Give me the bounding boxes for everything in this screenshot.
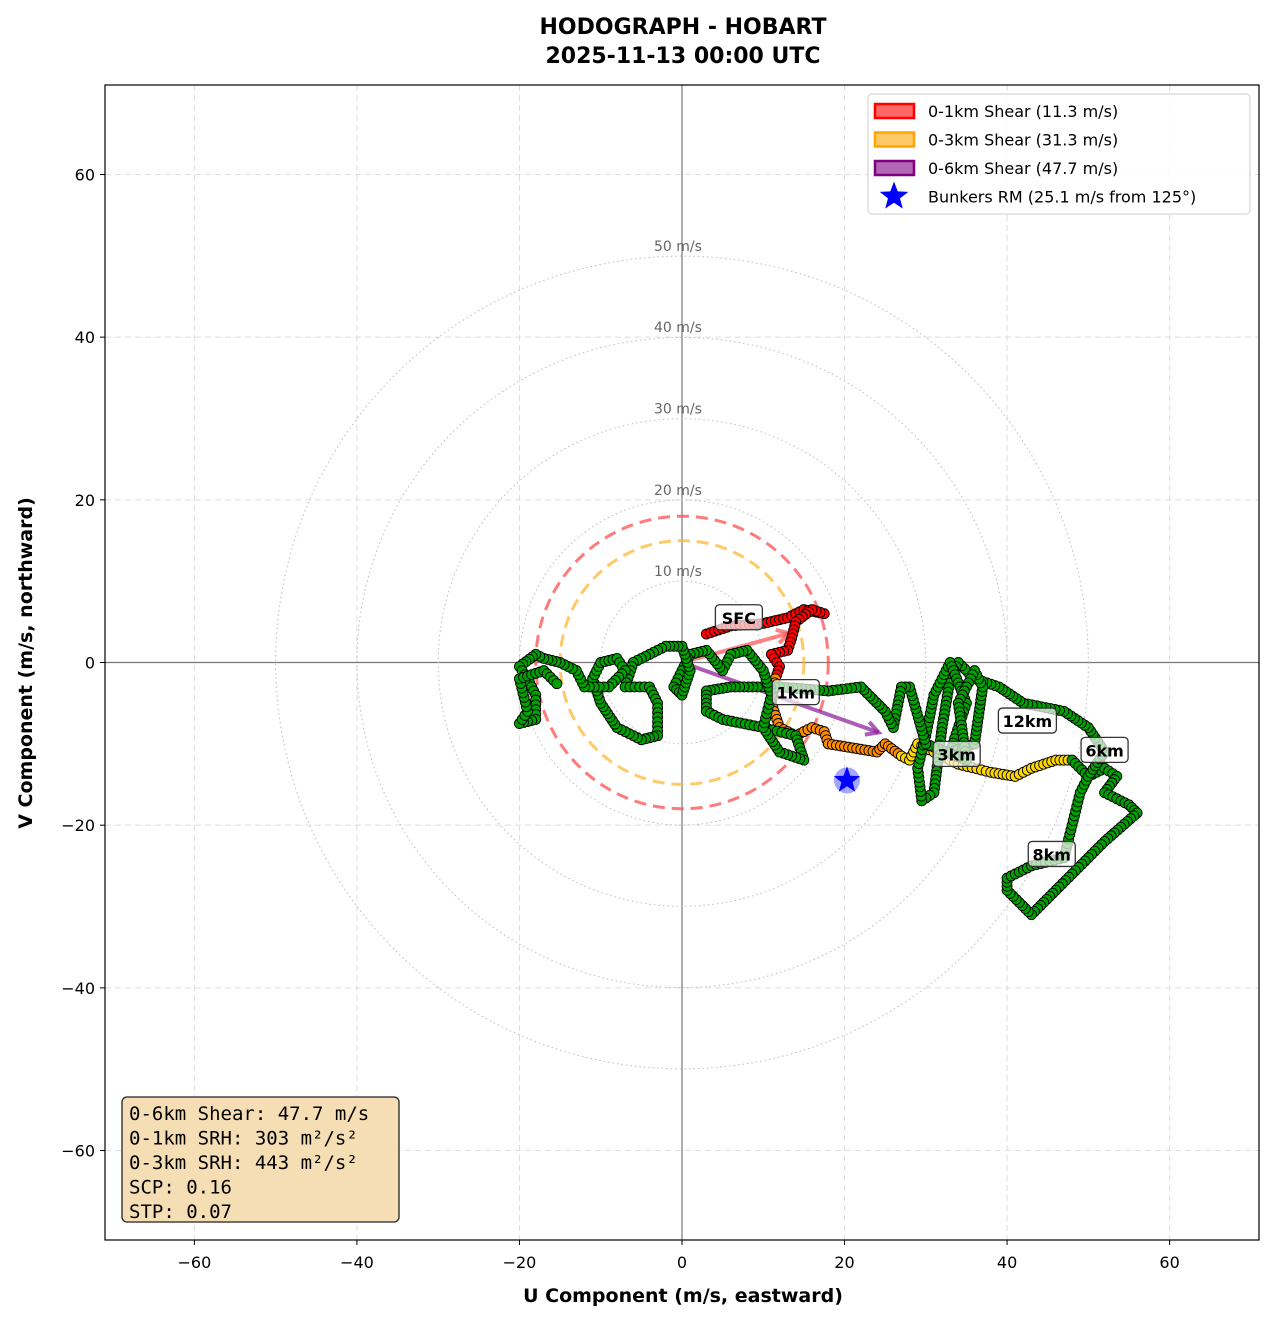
legend-swatch	[873, 102, 916, 120]
y-tick-label: 0	[85, 654, 95, 673]
legend: 0-1km Shear (11.3 m/s) 0-3km Shear (31.3 …	[867, 93, 1251, 215]
legend-box	[867, 93, 1251, 215]
legend-swatch	[873, 159, 916, 177]
speed-ring	[356, 336, 1008, 989]
stats-box: 0-6km Shear: 47.7 m/s 0-1km SRH: 303 m²/s…	[121, 1096, 400, 1223]
x-tick-label: −40	[340, 1253, 374, 1272]
legend-swatch	[873, 131, 916, 148]
speed-ring	[275, 255, 1089, 1070]
chart-title: HODOGRAPH - HOBART	[540, 15, 827, 40]
height-label: 12km	[1003, 712, 1053, 731]
x-tick-label: 0	[677, 1253, 687, 1272]
y-tick-label: 40	[75, 328, 95, 347]
shear-vector-head	[864, 720, 883, 737]
height-label: 8km	[1033, 845, 1071, 864]
speed-ring	[600, 580, 764, 745]
height-label-box	[714, 604, 764, 631]
y-tick-label: −20	[61, 816, 95, 835]
height-label-box	[1080, 736, 1129, 763]
speed-ring	[518, 499, 846, 826]
speed-ring-label: 30 m/s	[654, 401, 702, 417]
height-label-box	[997, 707, 1058, 734]
legend-label: 0-1km Shear (11.3 m/s)	[928, 102, 1118, 121]
x-tick-label: 20	[834, 1253, 854, 1272]
speed-ring-label: 20 m/s	[654, 483, 702, 499]
chart-subtitle: 2025-11-13 00:00 UTC	[545, 44, 820, 69]
height-label: 1km	[777, 684, 815, 703]
legend-label: 0-3km Shear (31.3 m/s)	[928, 131, 1118, 150]
stats-line: 0-6km Shear: 47.7 m/s	[129, 1103, 369, 1125]
speed-ring	[437, 418, 927, 907]
plot-area: 10 m/s 20 m/s 30 m/s 40 m/s 50 m/s SFC 1km 3km 1…	[105, 85, 1259, 1240]
y-tick-label: −40	[61, 979, 95, 998]
series-6km+	[514, 640, 1143, 921]
shear-vector-0-1km	[681, 631, 790, 665]
height-label-box	[771, 678, 820, 706]
y-axis-label: V Component (m/s, northward)	[15, 497, 37, 829]
speed-ring-label: 40 m/s	[654, 320, 702, 336]
wind-point	[551, 678, 563, 690]
speed-ring-label: 10 m/s	[654, 564, 702, 580]
shear-circle	[534, 514, 830, 811]
legend-label: 0-6km Shear (47.7 m/s)	[928, 159, 1118, 178]
height-label: 3km	[937, 745, 975, 764]
x-axis-label: U Component (m/s, eastward)	[523, 1285, 843, 1307]
bunkers-rm-star-icon	[833, 766, 861, 792]
stats-box-bg	[121, 1096, 400, 1223]
x-tick-label: −20	[503, 1253, 537, 1272]
x-tick-label: 60	[1159, 1253, 1179, 1272]
legend-label: Bunkers RM (25.1 m/s from 125°)	[928, 188, 1196, 207]
legend-star-icon	[879, 181, 909, 209]
y-tick-label: 60	[75, 165, 95, 184]
y-tick-label: 20	[75, 491, 95, 510]
height-label-box	[1027, 840, 1076, 868]
axis-ticks: −60 −40 −20 0 20 40 60 −60 −40 −20 0 20 40 60	[61, 165, 1180, 1272]
y-tick-label: −60	[61, 1142, 95, 1161]
height-label: 6km	[1085, 741, 1123, 760]
stats-line: 0-1km SRH: 303 m²/s²	[129, 1128, 358, 1150]
stats-line: SCP: 0.16	[129, 1177, 232, 1199]
x-tick-label: −60	[178, 1253, 212, 1272]
height-label: SFC	[722, 609, 756, 628]
stats-line: 0-3km SRH: 443 m²/s²	[129, 1152, 358, 1174]
x-tick-label: 40	[997, 1253, 1017, 1272]
stats-line: STP: 0.07	[129, 1201, 232, 1223]
height-label-box	[932, 740, 981, 768]
speed-ring-label: 50 m/s	[654, 239, 702, 255]
